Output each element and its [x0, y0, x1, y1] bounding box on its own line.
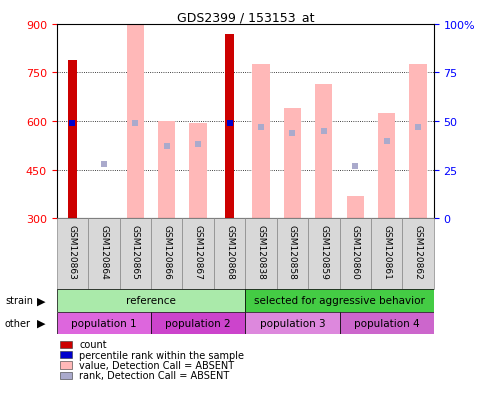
Bar	[127, 25, 144, 219]
Bar	[151, 219, 182, 289]
Text: population 2: population 2	[165, 318, 231, 328]
Bar	[245, 219, 277, 289]
Bar	[61, 361, 72, 369]
Text: rank, Detection Call = ABSENT: rank, Detection Call = ABSENT	[79, 370, 230, 380]
Bar	[61, 341, 72, 348]
Bar	[284, 109, 301, 219]
Text: percentile rank within the sample: percentile rank within the sample	[79, 350, 245, 360]
Text: GSM120865: GSM120865	[131, 225, 140, 279]
Text: selected for aggressive behavior: selected for aggressive behavior	[254, 295, 425, 306]
Text: GSM120859: GSM120859	[319, 225, 328, 279]
Bar	[371, 219, 402, 289]
Bar	[245, 289, 434, 312]
Bar	[245, 312, 340, 335]
Bar	[61, 351, 72, 358]
Text: other: other	[5, 318, 31, 328]
Text: GSM120863: GSM120863	[68, 225, 77, 279]
Bar	[340, 219, 371, 289]
Bar	[88, 219, 119, 289]
Text: GSM120858: GSM120858	[288, 225, 297, 279]
Text: GSM120868: GSM120868	[225, 225, 234, 279]
Text: GSM120860: GSM120860	[351, 225, 360, 279]
Text: GSM120866: GSM120866	[162, 225, 171, 279]
Text: strain: strain	[5, 295, 33, 306]
Bar	[68, 60, 77, 219]
Bar	[340, 312, 434, 335]
Bar	[252, 65, 270, 219]
Text: GSM120867: GSM120867	[194, 225, 203, 279]
Text: value, Detection Call = ABSENT: value, Detection Call = ABSENT	[79, 360, 235, 370]
Text: reference: reference	[126, 295, 176, 306]
Text: count: count	[79, 339, 107, 349]
Text: GSM120861: GSM120861	[382, 225, 391, 279]
Text: population 4: population 4	[354, 318, 420, 328]
Bar	[119, 219, 151, 289]
Bar	[57, 289, 245, 312]
Text: population 1: population 1	[71, 318, 137, 328]
Bar	[277, 219, 308, 289]
Bar	[402, 219, 434, 289]
Bar	[151, 312, 245, 335]
Bar	[315, 85, 332, 219]
Bar	[189, 123, 207, 219]
Text: GSM120862: GSM120862	[414, 225, 423, 279]
Bar	[214, 219, 246, 289]
Text: GSM120864: GSM120864	[99, 225, 108, 279]
Bar	[57, 312, 151, 335]
Bar	[57, 219, 88, 289]
Bar	[182, 219, 214, 289]
Bar	[347, 196, 364, 219]
Text: population 3: population 3	[260, 318, 325, 328]
Text: ▶: ▶	[37, 295, 45, 306]
Bar	[225, 35, 234, 219]
Bar	[158, 122, 176, 219]
Text: ▶: ▶	[37, 318, 45, 328]
Title: GDS2399 / 153153_at: GDS2399 / 153153_at	[176, 11, 314, 24]
Bar	[308, 219, 340, 289]
Bar	[410, 65, 427, 219]
Bar	[61, 372, 72, 379]
Text: GSM120838: GSM120838	[256, 225, 266, 279]
Bar	[378, 114, 395, 219]
